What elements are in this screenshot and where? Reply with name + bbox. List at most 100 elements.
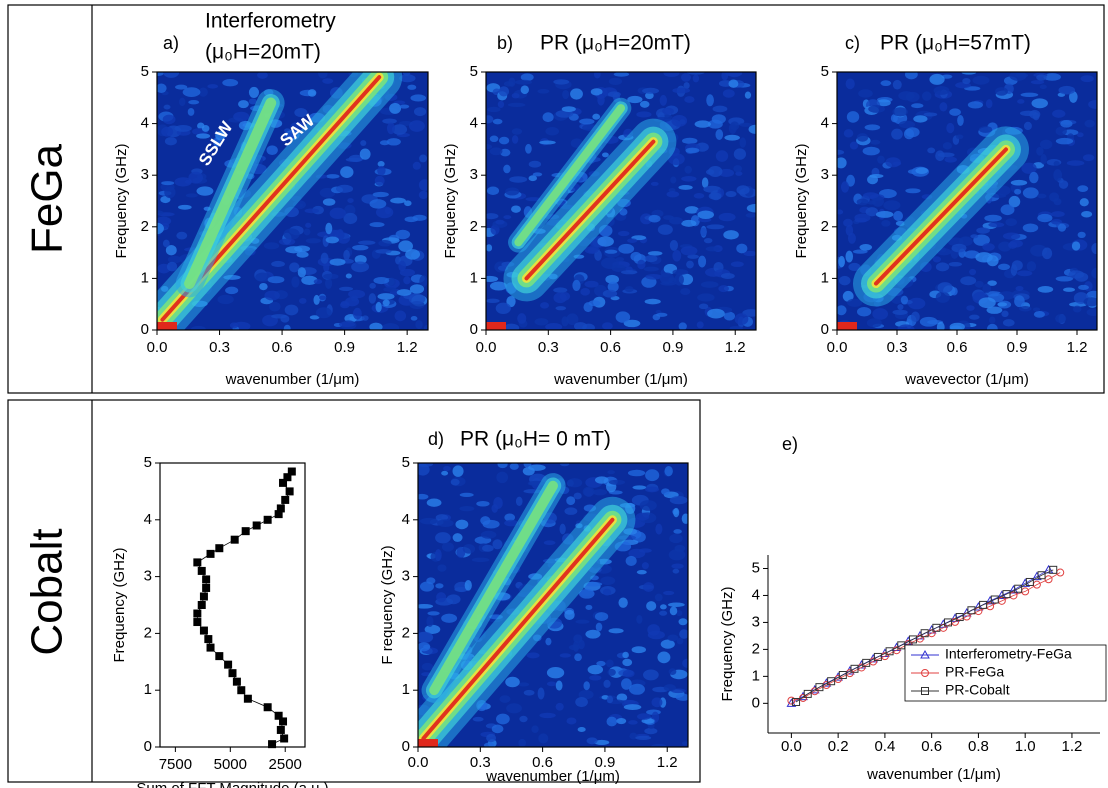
panel-label: a) [163, 33, 179, 53]
heatmap-texture [555, 702, 564, 711]
heatmap-texture [1053, 161, 1060, 167]
marker [850, 664, 859, 673]
heatmap-texture [1068, 270, 1085, 279]
heatmap-texture [403, 276, 411, 285]
x-tick-label: 0.3 [209, 339, 230, 356]
heatmap-texture [1060, 120, 1073, 128]
heatmap-texture [635, 512, 650, 521]
marker [920, 629, 929, 638]
heatmap-texture [698, 255, 707, 268]
heatmap-texture [161, 126, 174, 137]
heatmap-texture [496, 471, 509, 484]
marker [279, 478, 288, 487]
heatmap-texture [303, 228, 311, 236]
heatmap-texture [877, 155, 885, 164]
heatmap-texture [496, 713, 510, 725]
heatmap-texture [642, 87, 660, 94]
heatmap-texture [390, 197, 406, 204]
heatmap-texture [651, 697, 663, 708]
heatmap-texture [686, 72, 705, 75]
heatmap-texture [892, 309, 908, 315]
heatmap-texture [269, 301, 281, 312]
heatmap-texture [728, 79, 739, 88]
heatmap-texture [657, 651, 671, 664]
heatmap-texture [739, 137, 747, 148]
panel-title: PR (μ₀H=57mT) [880, 32, 1031, 55]
heatmap-texture [304, 208, 320, 214]
heatmap-texture [897, 304, 904, 310]
heatmap-texture [856, 307, 872, 317]
heatmap-texture [1019, 110, 1037, 117]
y-tick-label: 1 [821, 269, 829, 286]
heatmap-texture [680, 288, 691, 295]
heatmap-texture [1031, 98, 1048, 109]
heatmap-texture [188, 100, 200, 105]
heatmap-texture [736, 243, 748, 254]
x-axis-label: wavenumber (1/μm) [553, 371, 688, 388]
heatmap-texture [564, 507, 578, 515]
heatmap-texture [174, 177, 192, 187]
heatmap-texture [1053, 169, 1063, 182]
heatmap-texture [698, 303, 709, 310]
heatmap-texture [1043, 73, 1061, 81]
heatmap-texture [564, 609, 575, 621]
heatmap-texture [608, 77, 623, 86]
heatmap-texture [837, 305, 847, 316]
y-tick-label: 4 [752, 586, 760, 603]
x-tick-label: 1.0 [1015, 738, 1036, 755]
heatmap-texture [315, 307, 332, 319]
heatmap-texture [162, 114, 176, 125]
panel-label: e) [782, 434, 798, 454]
heatmap-texture [486, 186, 500, 195]
panel-label: b) [497, 33, 513, 53]
heatmap-texture [644, 727, 658, 735]
y-tick-label: 2 [470, 218, 478, 235]
marker [202, 575, 211, 584]
heatmap-texture [697, 293, 715, 302]
x-tick-label: 0.6 [921, 738, 942, 755]
heatmap-texture [585, 604, 593, 610]
heatmap-texture [483, 742, 495, 747]
heatmap-texture [583, 681, 590, 691]
marker [990, 595, 999, 604]
heatmap-texture [395, 229, 411, 240]
heatmap-texture [584, 280, 599, 288]
heatmap-texture [539, 712, 556, 719]
heatmap-texture [1039, 139, 1053, 150]
heatmap-texture [937, 282, 953, 293]
heatmap-texture [639, 500, 657, 511]
heatmap-texture [637, 259, 646, 270]
heatmap-texture [601, 257, 619, 269]
marker [224, 660, 233, 669]
heatmap-texture [1037, 213, 1053, 223]
marker [199, 592, 208, 601]
heatmap-texture [338, 321, 356, 328]
heatmap-texture [623, 319, 641, 328]
panel-subtitle: (μ₀H=20mT) [205, 41, 321, 64]
heatmap-texture [846, 174, 856, 187]
heatmap-texture [505, 676, 520, 688]
heatmap-texture [462, 544, 476, 554]
panel-label: d) [428, 429, 444, 449]
plot-frame [159, 462, 306, 748]
heatmap-texture [636, 713, 652, 720]
x-axis-label: wavevector (1/μm) [904, 371, 1029, 388]
heatmap-texture [672, 87, 691, 94]
heatmap-texture [426, 616, 434, 628]
heatmap-texture [476, 500, 490, 507]
heatmap-texture [329, 258, 346, 266]
heatmap-texture [157, 216, 172, 226]
heatmap-texture [579, 588, 595, 599]
heatmap-texture [693, 193, 705, 199]
heatmap-texture [578, 639, 585, 650]
heatmap-texture [685, 147, 700, 154]
heatmap-texture [567, 478, 583, 488]
heatmap-texture [1036, 146, 1044, 156]
heatmap-texture [369, 222, 385, 228]
heatmap-texture [531, 725, 539, 733]
y-tick-label: 3 [402, 568, 410, 585]
heatmap-texture [335, 184, 354, 193]
heatmap-texture [441, 470, 449, 476]
marker [276, 504, 285, 513]
heatmap-texture [694, 120, 711, 128]
